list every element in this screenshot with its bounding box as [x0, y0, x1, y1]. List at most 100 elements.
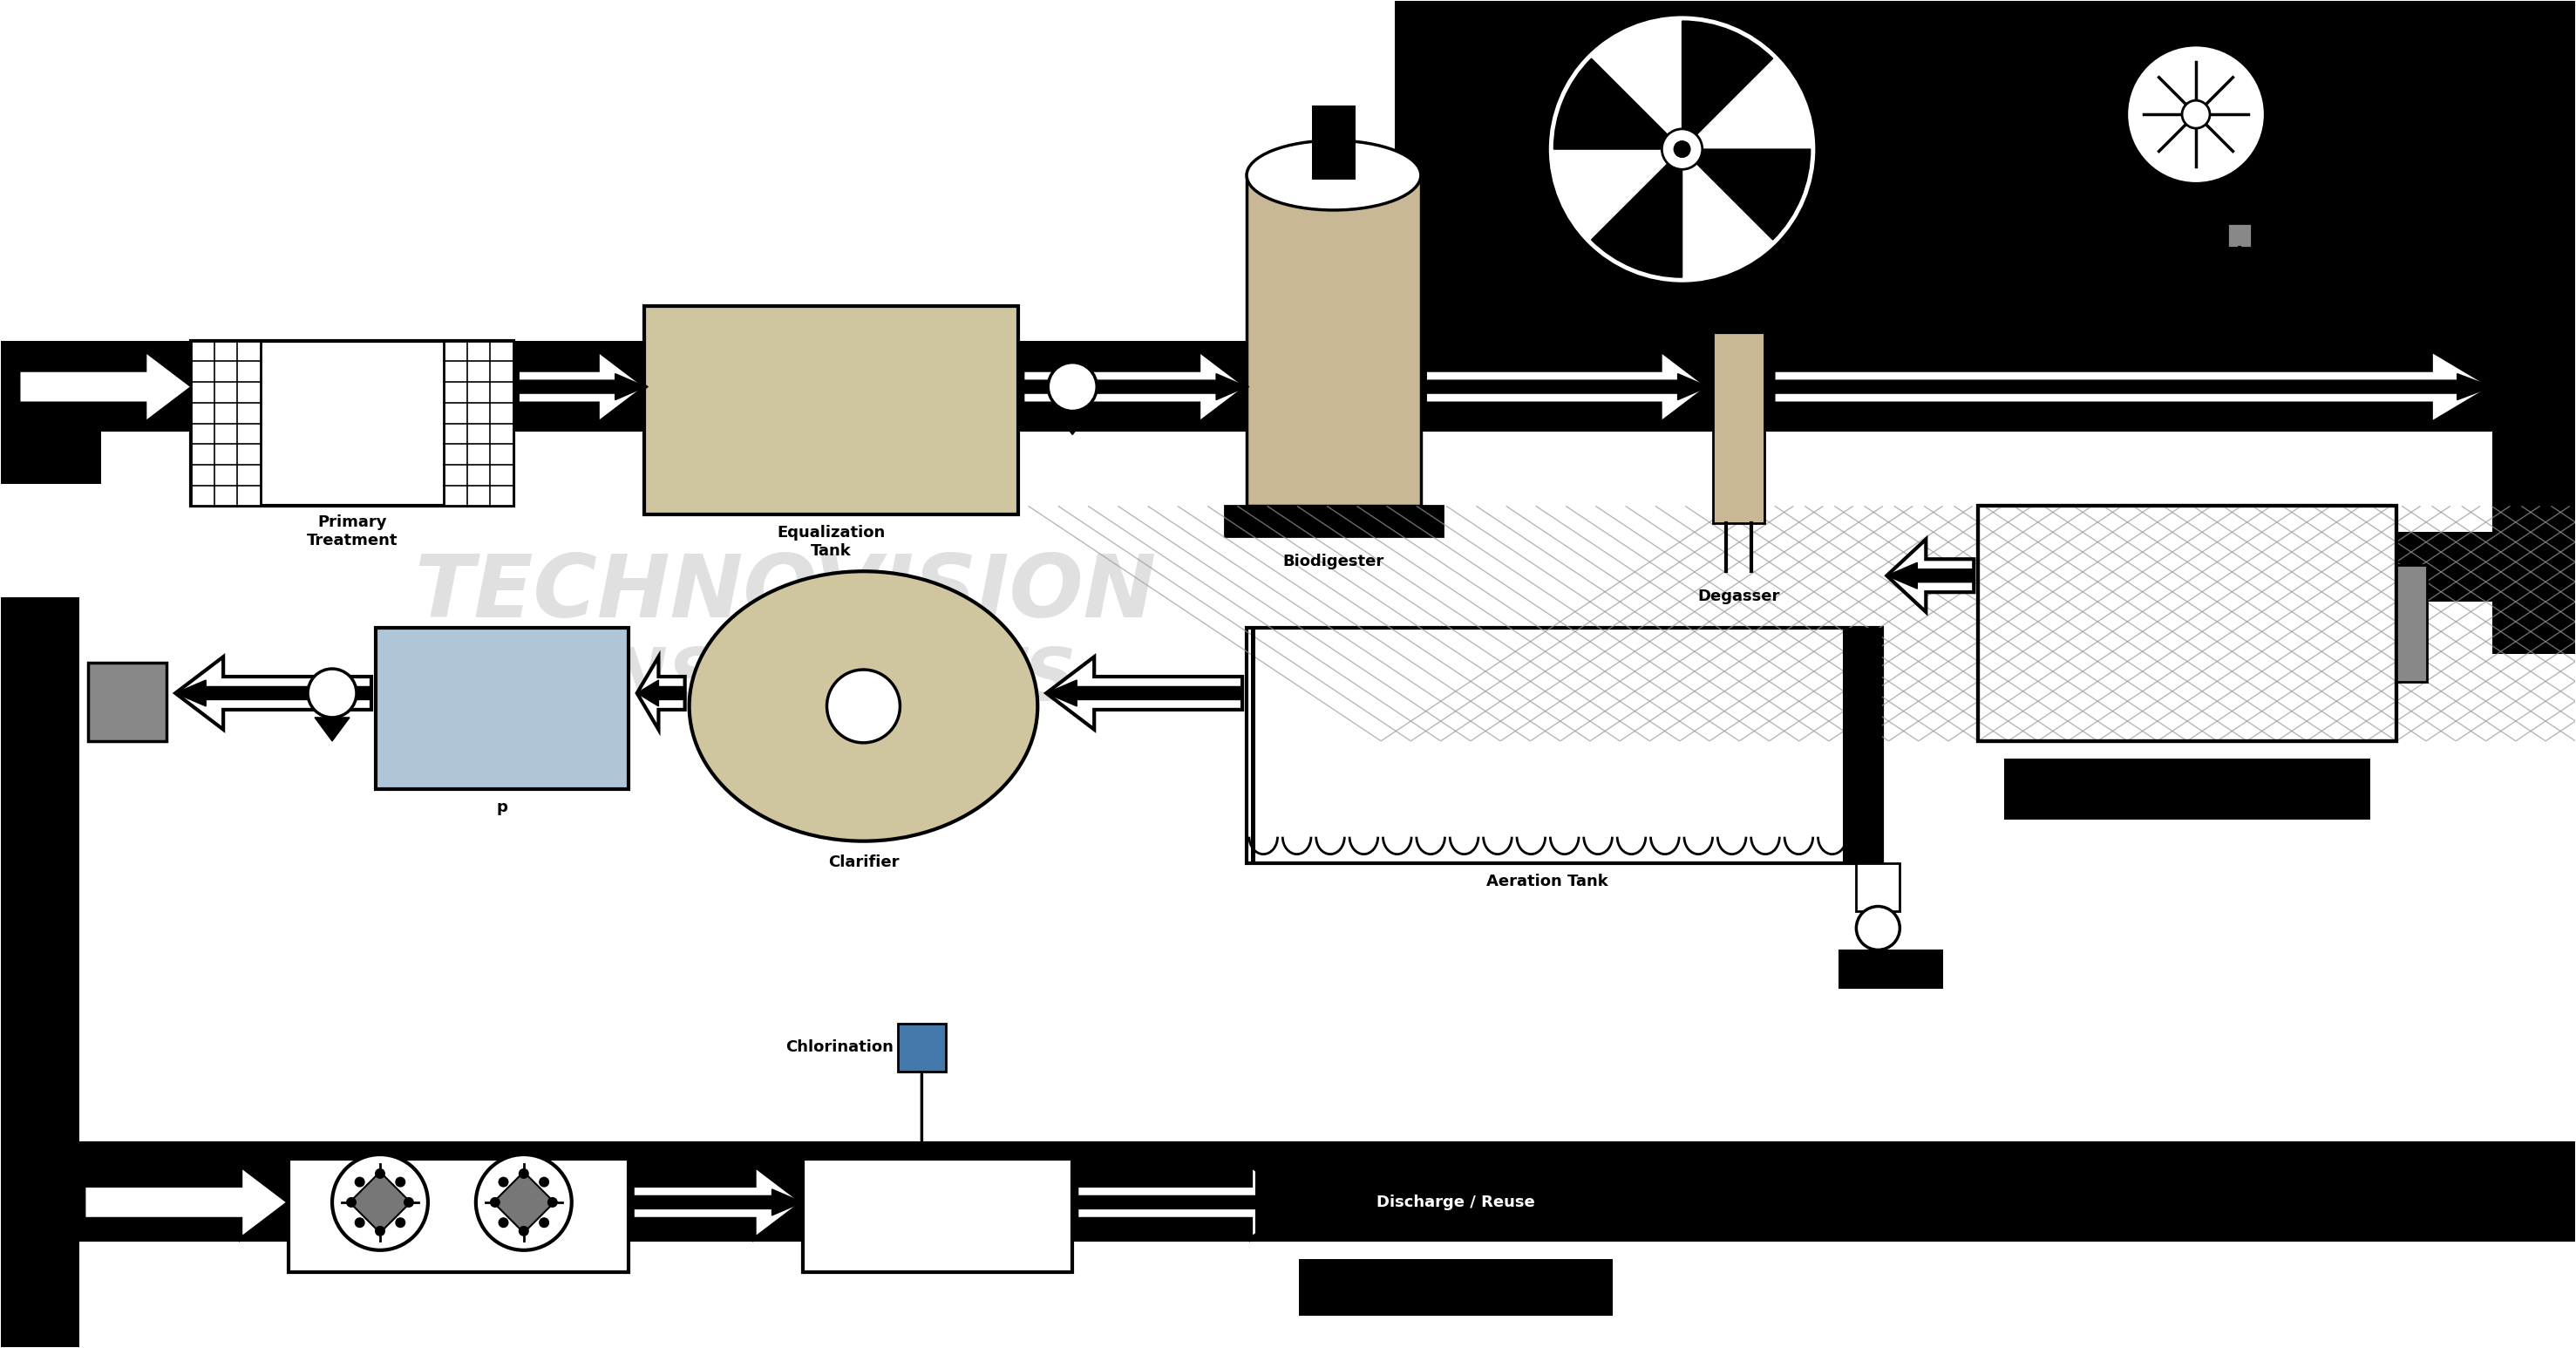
Circle shape [489, 1197, 500, 1208]
FancyArrow shape [1023, 350, 1247, 423]
Bar [0, 341, 2576, 433]
Text: p: p [497, 799, 507, 816]
Bar [1857, 863, 1901, 911]
Circle shape [1857, 906, 1901, 950]
Bar [443, 341, 513, 506]
Circle shape [1674, 142, 1690, 158]
Circle shape [477, 1154, 572, 1250]
FancyArrow shape [1886, 562, 1973, 589]
Circle shape [497, 1177, 507, 1188]
Bar [1978, 506, 2396, 741]
Bar [1247, 175, 1422, 506]
Wedge shape [1682, 150, 1811, 240]
Bar [1224, 506, 1443, 537]
FancyArrow shape [175, 681, 371, 706]
Bar [2396, 565, 2427, 682]
FancyArrow shape [1886, 539, 1973, 612]
FancyArrow shape [1425, 373, 1708, 400]
Bar [899, 1024, 945, 1072]
Bar [191, 341, 260, 506]
Circle shape [497, 1217, 507, 1228]
Circle shape [2125, 44, 2267, 183]
Bar [2228, 224, 2251, 248]
FancyArrow shape [1046, 681, 1242, 706]
Text: Equalization
Tank: Equalization Tank [778, 526, 886, 559]
Circle shape [546, 1197, 559, 1208]
Bar [1247, 628, 1883, 863]
Text: CONSULTANTS: CONSULTANTS [492, 644, 1077, 716]
Text: Degasser: Degasser [1698, 589, 1780, 604]
FancyArrow shape [175, 656, 371, 729]
Text: Biodigester: Biodigester [1283, 554, 1383, 570]
Bar [1311, 105, 1355, 179]
Bar [191, 341, 513, 506]
Polygon shape [492, 1171, 554, 1233]
Bar [88, 663, 167, 741]
FancyArrow shape [1046, 656, 1242, 729]
FancyArrow shape [634, 1189, 804, 1216]
FancyArrow shape [518, 373, 647, 400]
Circle shape [345, 1197, 355, 1208]
Polygon shape [350, 1171, 410, 1233]
Polygon shape [1056, 411, 1090, 434]
FancyArrow shape [518, 350, 647, 423]
FancyArrow shape [634, 1166, 804, 1239]
FancyArrow shape [18, 350, 193, 423]
Text: Discharge / Reuse: Discharge / Reuse [1376, 1194, 1535, 1211]
Bar [0, 597, 80, 1242]
Bar [1978, 506, 2396, 741]
FancyArrow shape [636, 681, 685, 706]
Ellipse shape [1247, 140, 1422, 210]
Circle shape [518, 1169, 528, 1178]
Circle shape [394, 1217, 404, 1228]
FancyArrow shape [636, 656, 685, 729]
Circle shape [518, 1225, 528, 1236]
Bar [2004, 759, 2370, 820]
Text: Chlorination: Chlorination [786, 1039, 894, 1055]
Bar [1394, 1, 2576, 419]
Circle shape [376, 1169, 386, 1178]
Bar [0, 1142, 80, 1347]
Circle shape [538, 1177, 549, 1188]
Polygon shape [314, 717, 350, 741]
Circle shape [355, 1217, 366, 1228]
Wedge shape [1592, 150, 1682, 278]
Wedge shape [1682, 22, 1772, 150]
Bar [1978, 532, 2576, 601]
Circle shape [376, 1225, 386, 1236]
Circle shape [1662, 129, 1703, 170]
FancyArrow shape [1077, 1166, 1298, 1239]
Ellipse shape [690, 572, 1038, 841]
FancyArrow shape [1425, 350, 1708, 423]
Circle shape [404, 1197, 415, 1208]
Bar [1839, 950, 1942, 989]
Text: Aeration Tank: Aeration Tank [1486, 874, 1607, 890]
FancyArrow shape [1772, 350, 2491, 423]
Circle shape [1548, 15, 1816, 284]
Bar [1713, 332, 1765, 523]
Text: Clarifier: Clarifier [827, 855, 899, 869]
Bar [1298, 1259, 1613, 1316]
Bar [1255, 1163, 1656, 1242]
FancyArrow shape [1772, 373, 2491, 400]
Bar [289, 1159, 629, 1273]
Circle shape [355, 1177, 366, 1188]
Bar [0, 341, 100, 484]
Circle shape [827, 670, 899, 743]
Circle shape [538, 1217, 549, 1228]
Bar [0, 1142, 2576, 1242]
Text: Primary
Treatment: Primary Treatment [307, 515, 397, 549]
Text: TECHNOVISION: TECHNOVISION [415, 551, 1157, 635]
Bar [376, 628, 629, 789]
FancyArrow shape [1077, 1189, 1298, 1216]
Circle shape [1048, 363, 1097, 411]
Bar [0, 1142, 80, 1177]
Bar [2491, 341, 2576, 654]
Bar [804, 1159, 1072, 1273]
Wedge shape [1553, 58, 1682, 150]
FancyArrow shape [85, 1166, 289, 1239]
FancyArrow shape [1023, 373, 1247, 400]
Bar [1844, 628, 1883, 863]
Bar [644, 306, 1018, 515]
Circle shape [394, 1177, 404, 1188]
